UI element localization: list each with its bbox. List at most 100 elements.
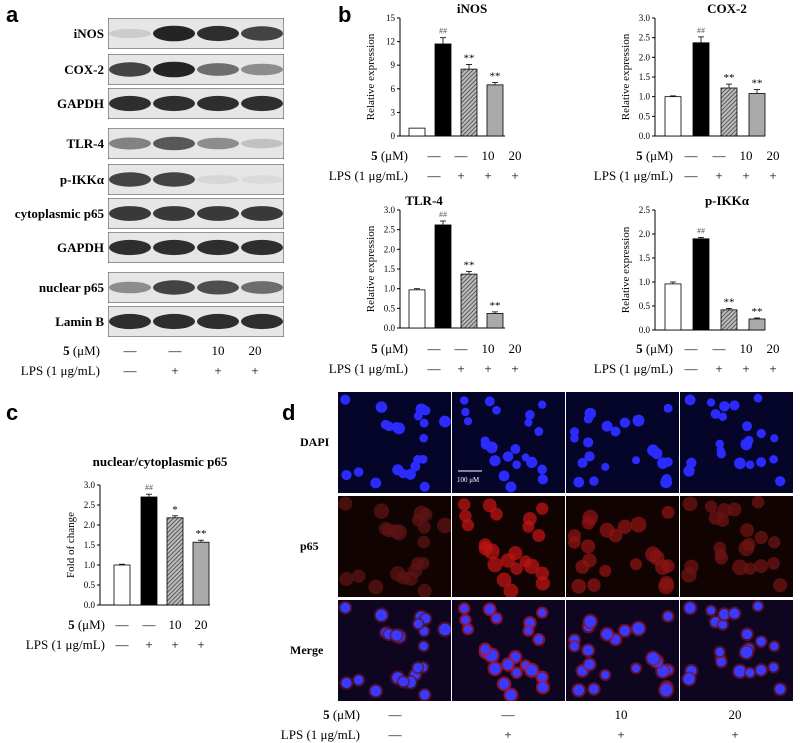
pikka-lps-value: + [742,361,750,376]
bar [486,84,504,137]
p65-stain [503,583,519,597]
blot-band [197,313,239,330]
nucleus [512,460,521,469]
blot-label: GAPDH [57,240,104,255]
micrograph [452,496,565,597]
significance-label: ** [724,296,735,308]
bar [113,564,131,606]
blot-compound-value: — [123,343,137,358]
blot-strip [108,198,284,229]
bar [692,238,710,331]
nucleus [570,433,579,443]
nucleus [770,434,779,443]
bar-chart: TLR-4 Relative expression 0.0 0.5 1.0 1.5 2.0 2… [365,193,505,333]
p65-stain [396,570,410,585]
nucleus [526,456,538,468]
blot-label: Lamin B [55,314,104,329]
y-tick-label: 1.0 [639,92,651,102]
nucleus [719,609,730,620]
tlr4-lps-value: + [511,361,519,376]
p65-stain [704,500,718,513]
nucleus [398,676,408,687]
micrograph [566,600,679,701]
cox2-lps-value: + [715,168,723,183]
nucleus [512,668,521,677]
nucleus [753,601,763,611]
y-tick-label: 0.0 [84,600,96,610]
blot-band [241,175,283,184]
nucleus [740,646,753,659]
blot-band [241,26,283,41]
panel-c-letter: c [6,400,19,425]
y-tick-label: 1.0 [84,560,96,570]
y-tick-label: 0.0 [639,325,651,335]
pikka-lps-value: — [684,361,698,376]
nucleus [742,421,753,432]
blot-band [153,136,195,151]
blot-band [109,313,151,330]
bar [748,318,766,331]
pikka-compound-value: 10 [739,341,753,356]
blot-band [109,172,151,187]
nucleus [716,449,727,459]
y-tick-label: 1.5 [384,264,396,274]
blot-lps-value: — [123,363,137,378]
p65ratio-compound-value: 10 [168,617,182,632]
inos-compound-value: — [454,148,468,163]
nucleus [660,476,673,489]
chart-title: COX-2 [707,1,747,16]
nucleus [753,393,763,403]
p65ratio-compound-label: 5 (μM) [68,617,105,632]
nucleus [584,451,595,462]
nucleus [537,474,549,485]
micrograph [338,496,451,597]
nucleus [534,635,544,644]
bar-chart: COX-2 Relative expression 0.0 0.5 1.0 1.5 2.0 2… [620,1,766,141]
blot-band [153,61,195,78]
tlr4-lps-value: + [457,361,465,376]
blot-lps-value: + [171,363,179,378]
bar [460,273,478,329]
nucleus [340,394,351,405]
nucleus [632,414,645,427]
nucleus [718,620,728,630]
p65-stain [661,505,675,519]
p65-stain [478,538,492,552]
blot-band [153,206,195,221]
nucleus [502,451,514,462]
p65-stain [599,564,612,577]
nucleus [405,468,416,480]
nucleus [498,470,510,482]
micro-lps-value: + [731,727,739,742]
cox2-lps-value: — [684,168,698,183]
blot-band [153,239,195,256]
nucleus [584,407,597,420]
nucleus [480,644,490,654]
p65-stain [713,541,727,555]
pikka-compound-value: 20 [766,341,780,356]
nucleus [715,439,725,449]
y-tick-label: 2.0 [639,52,651,62]
blot-compound-value: 20 [248,343,262,358]
nucleus [419,433,429,443]
blot-band [153,25,195,42]
nucleus [370,477,382,489]
p65-stain [727,502,742,517]
p65ratio-lps-value: — [115,637,129,652]
micro-lps-label: LPS (1 μg/mL) [280,727,360,742]
blot-band [109,281,151,294]
micro-lps-value: — [388,727,402,742]
nucleus [756,636,766,647]
p65-stain [368,579,384,595]
significance-label: ** [490,71,501,83]
nucleus [419,481,430,492]
nucleus [419,641,429,651]
nucleus [384,421,394,432]
bar [408,289,426,329]
blot-compound-label: 5 (μM) [63,343,100,358]
bar-chart: p-IKKα Relative expression 0.0 0.5 1.0 1.5 2.0… [620,193,766,335]
y-tick-label: 0.5 [84,580,96,590]
y-axis-label: Fold of change [65,512,77,578]
nucleus [413,411,423,421]
p65-stain [417,583,432,597]
